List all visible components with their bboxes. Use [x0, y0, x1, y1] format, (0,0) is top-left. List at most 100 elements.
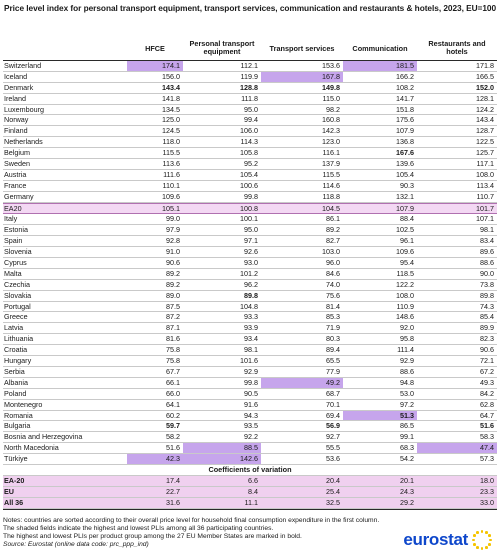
table-cell: 51.6 — [166, 443, 180, 453]
table-cell: 122.5 — [476, 137, 494, 147]
star-dot — [488, 542, 491, 546]
table-cell: 95.0 — [244, 225, 258, 235]
table-cell: 137.9 — [322, 159, 340, 169]
notes: Notes: countries are sorted according to… — [3, 517, 497, 549]
table-cell: 51.6 — [480, 421, 494, 431]
table-cell: 33.0 — [480, 497, 494, 507]
table-row: Latvia 87.1 93.9 71.9 92.0 89.9 — [3, 323, 497, 335]
table-cell: 80.3 — [326, 334, 340, 344]
table-cell: 88.6 — [480, 258, 494, 268]
table-cell: 151.8 — [396, 104, 414, 114]
table-cell: 23.3 — [480, 486, 494, 496]
table-cell: 99.0 — [166, 214, 180, 224]
table-cell: 53.6 — [326, 454, 340, 464]
column-header-hfce: HFCE — [145, 44, 165, 53]
coefficient-row: All 36 31.6 11.1 32.5 29.2 33.0 — [3, 497, 497, 509]
table-cell: 88.5 — [183, 443, 261, 454]
row-label: Norway — [4, 115, 29, 125]
row-label: Malta — [4, 268, 22, 278]
table-cell: 74.3 — [480, 301, 494, 311]
table-cell: 94.3 — [244, 410, 258, 420]
source-line: Source: Eurostat (online data code: prc_… — [3, 541, 149, 549]
table-cell: 108.0 — [476, 169, 494, 179]
table-cell: 167.8 — [261, 71, 343, 82]
row-label: Romania — [4, 410, 33, 420]
table-cell: 166.5 — [476, 71, 494, 81]
table-row: Italy 99.0 100.1 86.1 88.4 107.1 — [3, 214, 497, 226]
table-cell: 95.8 — [400, 334, 414, 344]
logo-text: eurostat — [403, 530, 468, 549]
table-cell: 107.1 — [476, 214, 494, 224]
table-cell: 108.0 — [396, 290, 414, 300]
table-cell: 6.6 — [248, 475, 258, 485]
row-label: Germany — [4, 191, 34, 201]
table-cell: 160.8 — [322, 115, 340, 125]
table-cell: 68.3 — [400, 443, 414, 453]
table-cell: 111.8 — [241, 93, 258, 103]
table-cell: 32.5 — [326, 497, 340, 507]
table-row: Serbia 67.7 92.9 77.9 88.6 67.2 — [3, 367, 497, 378]
table-cell: 175.6 — [396, 115, 414, 125]
table-cell: 29.2 — [400, 497, 414, 507]
column-header-personal-transport: Personal transport equipment — [189, 39, 255, 56]
table-cell: 108.2 — [396, 82, 414, 92]
table-cell: 18.0 — [480, 475, 494, 485]
table-row: Türkiye 42.3 142.6 53.6 54.2 57.3 — [3, 454, 497, 465]
table-cell: 142.6 — [183, 454, 261, 464]
column-header-restaurants-hotels: Restaurants and hotels — [428, 39, 486, 56]
table-cell: 81.6 — [166, 334, 180, 344]
table-cell: 51.3 — [343, 410, 417, 421]
table-cell: 73.8 — [480, 279, 494, 289]
table-cell: 89.6 — [480, 247, 494, 257]
table-cell: 93.9 — [244, 323, 258, 333]
note-sorting: Notes: countries are sorted according to… — [3, 517, 380, 524]
table-cell: 115.5 — [162, 148, 180, 158]
table-cell: 116.1 — [322, 148, 340, 158]
table-cell: 67.7 — [166, 366, 180, 376]
table-cell: 105.8 — [240, 148, 258, 158]
table-cell: 112.1 — [240, 61, 258, 70]
table-cell: 89.2 — [166, 279, 180, 289]
row-label: Ireland — [4, 93, 26, 103]
table-cell: 122.2 — [396, 279, 414, 289]
table-cell: 54.2 — [400, 454, 414, 464]
table-cell: 119.9 — [240, 71, 258, 81]
coefficients-header: Coefficients of variation — [3, 465, 497, 476]
table-cell: 92.9 — [400, 356, 414, 366]
table-cell: 110.9 — [396, 301, 414, 311]
row-label: Portugal — [4, 301, 31, 311]
table-cell: 107.9 — [396, 203, 414, 213]
table-cell: 148.6 — [396, 312, 414, 322]
table-cell: 114.6 — [322, 180, 340, 190]
table-cell: 8.4 — [248, 486, 258, 496]
table-row: Sweden 113.6 95.2 137.9 139.6 117.1 — [3, 159, 497, 170]
table-row: EA20 105.1 100.8 104.5 107.9 101.7 — [3, 202, 497, 215]
row-label: Greece — [4, 312, 28, 322]
table-cell: 111.6 — [163, 169, 180, 179]
table-cell: 97.2 — [400, 399, 414, 409]
star-dot — [480, 530, 484, 533]
table-cell: 174.1 — [127, 61, 183, 71]
table-cell: 125.0 — [162, 115, 180, 125]
table-cell: 24.3 — [400, 486, 414, 496]
table-row: Bosnia and Herzegovina 58.2 92.2 92.7 99.1 58… — [3, 432, 497, 444]
table-cell: 114.3 — [240, 137, 258, 147]
table-cell: 153.6 — [322, 61, 340, 70]
table-cell: 20.1 — [400, 475, 414, 485]
table-cell: 89.2 — [326, 225, 340, 235]
table-cell: 64.7 — [480, 410, 494, 420]
table-cell: 98.2 — [326, 104, 340, 114]
row-label: Türkiye — [4, 454, 28, 464]
table-cell: 139.6 — [396, 159, 414, 169]
row-label: Sweden — [4, 159, 30, 169]
table-cell: 118.0 — [162, 137, 180, 147]
table-cell: 104.5 — [322, 203, 340, 213]
table-row: Czechia 89.2 96.2 74.0 122.2 73.8 — [3, 280, 497, 291]
table-row: Spain 92.8 97.1 82.7 96.1 83.4 — [3, 236, 497, 248]
table-cell: 101.2 — [240, 268, 258, 278]
table-cell: 49.3 — [480, 377, 494, 387]
table-row: Norway 125.0 99.4 160.8 175.6 143.4 — [3, 115, 497, 127]
table-row: Portugal 87.5 104.8 81.4 110.9 74.3 — [3, 302, 497, 313]
table-cell: 167.6 — [396, 148, 414, 158]
table-cell: 93.0 — [244, 258, 258, 268]
